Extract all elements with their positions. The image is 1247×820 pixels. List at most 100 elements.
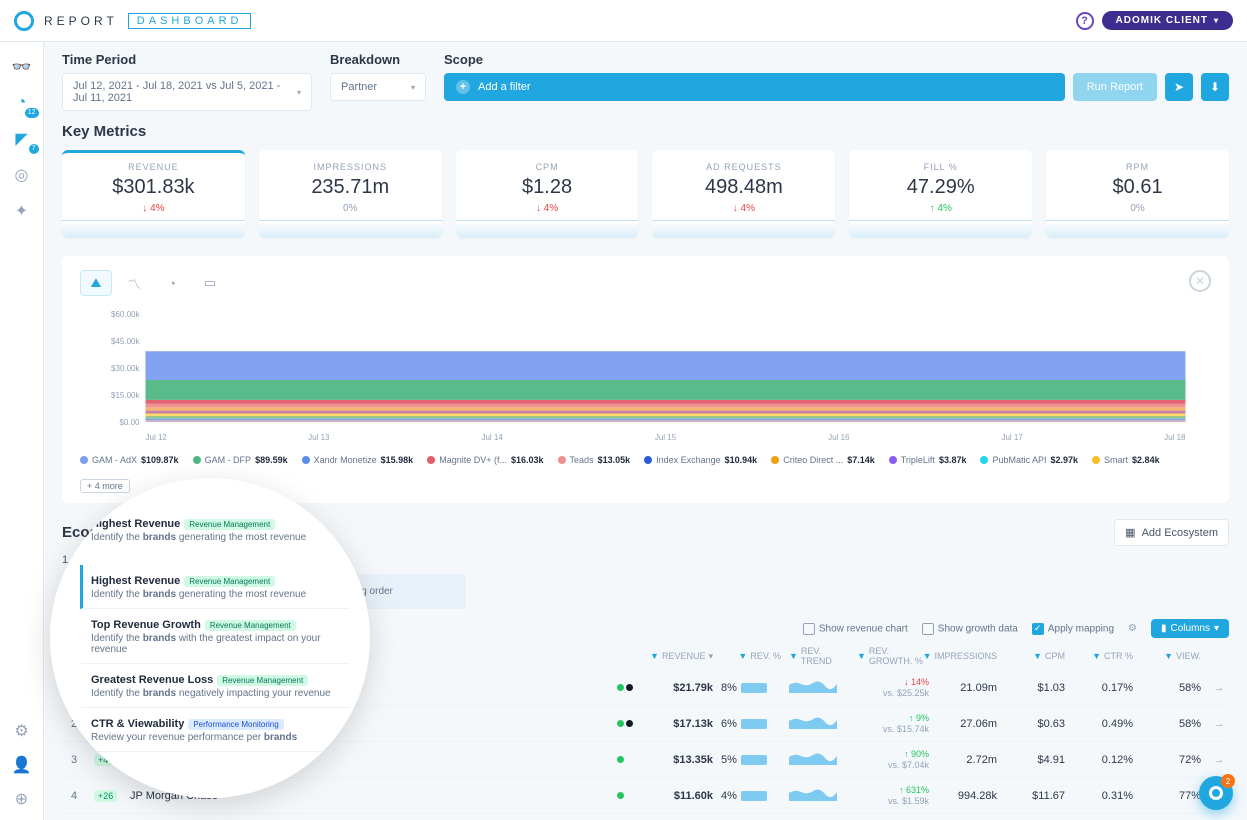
- client-dropdown[interactable]: ADOMIK CLIENT: [1102, 11, 1233, 30]
- template-option[interactable]: Greatest Revenue LossRevenue Management …: [80, 664, 350, 708]
- columns-button[interactable]: ▮ Columns ▾: [1151, 619, 1229, 638]
- left-nav: 👓 ◔12 ◤7 ◎ ✦ ⚙ 👤 ⊕: [0, 42, 44, 820]
- breakdown-label: Breakdown: [330, 52, 426, 67]
- legend-item[interactable]: Criteo Direct ... $7.14k: [771, 455, 875, 465]
- column-header[interactable]: ▼VIEW.: [1141, 646, 1201, 666]
- metric-value: $0.61: [1054, 176, 1221, 199]
- metric-delta: 0%: [267, 203, 434, 214]
- help-icon[interactable]: ?: [1076, 12, 1094, 30]
- show-revenue-chart-toggle[interactable]: Show revenue chart: [803, 623, 908, 635]
- run-report-button[interactable]: Run Report: [1073, 73, 1157, 101]
- svg-text:Jul 13: Jul 13: [308, 433, 330, 442]
- column-header[interactable]: ▼REV. TREND: [789, 646, 849, 666]
- brand: REPORT DASHBOARD: [14, 11, 251, 31]
- nav-add-icon[interactable]: ⊕: [11, 788, 33, 810]
- show-growth-data-toggle[interactable]: Show growth data: [922, 623, 1018, 635]
- top-right: ? ADOMIK CLIENT: [1076, 11, 1233, 30]
- scope-add-filter[interactable]: + Add a filter: [444, 73, 1065, 101]
- svg-text:$60.00k: $60.00k: [111, 310, 140, 319]
- apply-mapping-toggle[interactable]: Apply mapping: [1032, 623, 1114, 635]
- column-header[interactable]: ▼REV. %: [721, 646, 781, 666]
- metric-card[interactable]: CPM $1.28 ↓ 4%: [456, 150, 639, 238]
- chart-toolbar: ⛰ 〽 ◔ ▭: [80, 270, 1211, 296]
- metric-label: FILL %: [857, 162, 1024, 172]
- metric-value: $301.83k: [70, 176, 237, 199]
- nav-user-icon[interactable]: 👤: [11, 754, 33, 776]
- svg-text:$0.00: $0.00: [119, 418, 140, 427]
- metric-card[interactable]: AD REQUESTS 498.48m ↓ 4%: [652, 150, 835, 238]
- table-row[interactable]: 5 3% ↑ 109% →: [62, 814, 1229, 820]
- metric-value: 47.29%: [857, 176, 1024, 199]
- fab-badge: 2: [1221, 774, 1235, 788]
- legend-item[interactable]: Smart $2.84k: [1092, 455, 1160, 465]
- brand-word: REPORT: [44, 14, 118, 28]
- metric-value: 235.71m: [267, 176, 434, 199]
- brand-logo-icon: [14, 11, 34, 31]
- svg-text:Jul 14: Jul 14: [481, 433, 503, 442]
- metric-delta: ↑ 4%: [857, 203, 1024, 214]
- filter-bar: Time Period Jul 12, 2021 - Jul 18, 2021 …: [62, 52, 1229, 111]
- svg-text:Jul 12: Jul 12: [146, 433, 168, 442]
- metric-label: RPM: [1054, 162, 1221, 172]
- metric-card[interactable]: RPM $0.61 0%: [1046, 150, 1229, 238]
- metric-card[interactable]: REVENUE $301.83k ↓ 4%: [62, 150, 245, 238]
- breakdown-dropdown[interactable]: Partner: [330, 73, 426, 101]
- table-settings-icon[interactable]: ⚙: [1128, 623, 1137, 634]
- chart-line-icon[interactable]: 〽: [118, 270, 150, 296]
- template-option[interactable]: Highest RevenueRevenue Management Identi…: [80, 508, 350, 557]
- add-ecosystem-button[interactable]: ▦ Add Ecosystem: [1114, 519, 1229, 546]
- svg-text:Jul 18: Jul 18: [1164, 433, 1186, 442]
- time-period-dropdown[interactable]: Jul 12, 2021 - Jul 18, 2021 vs Jul 5, 20…: [62, 73, 312, 111]
- legend-item[interactable]: Teads $13.05k: [558, 455, 631, 465]
- chart-panel: ⛰ 〽 ◔ ▭ ✕ $60.00k$45.00k$30.00k$15.00k$0…: [62, 256, 1229, 503]
- legend-item[interactable]: Magnite DV+ (f... $16.03k: [427, 455, 543, 465]
- column-header[interactable]: ▼CTR %: [1073, 646, 1133, 666]
- legend-item[interactable]: PubMatic API $2.97k: [980, 455, 1078, 465]
- metric-delta: ↓ 4%: [660, 203, 827, 214]
- legend-item[interactable]: Xandr Monetize $15.98k: [302, 455, 414, 465]
- send-button[interactable]: ➤: [1165, 73, 1193, 101]
- template-dropdown-popover[interactable]: Highest RevenueRevenue Management Identi…: [50, 478, 370, 798]
- column-header[interactable]: ▼REVENUE ▾: [651, 646, 713, 666]
- area-chart: $60.00k$45.00k$30.00k$15.00k$0.00Jul 12J…: [80, 306, 1211, 446]
- scope-label: Scope: [444, 52, 1229, 67]
- plus-icon: +: [456, 80, 470, 94]
- nav-glasses-icon[interactable]: 👓: [11, 56, 33, 78]
- metric-card[interactable]: FILL % 47.29% ↑ 4%: [849, 150, 1032, 238]
- column-header[interactable]: ▼CPM: [1005, 646, 1065, 666]
- brand-badge: DASHBOARD: [128, 13, 252, 29]
- svg-text:$45.00k: $45.00k: [111, 337, 140, 346]
- metric-delta: ↓ 4%: [464, 203, 631, 214]
- metric-delta: 0%: [1054, 203, 1221, 214]
- metric-value: 498.48m: [660, 176, 827, 199]
- key-metrics-title: Key Metrics: [62, 123, 1229, 140]
- legend-item[interactable]: TripleLift $3.87k: [889, 455, 967, 465]
- nav-globe-icon[interactable]: ◔12: [11, 92, 33, 114]
- nav-settings-icon[interactable]: ⚙: [11, 720, 33, 742]
- nav-puzzle-icon[interactable]: ✦: [11, 200, 33, 222]
- chart-screen-icon[interactable]: ▭: [194, 270, 226, 296]
- nav-target-icon[interactable]: ◎: [11, 164, 33, 186]
- svg-text:Jul 15: Jul 15: [655, 433, 677, 442]
- download-button[interactable]: ⬇: [1201, 73, 1229, 101]
- close-chart-icon[interactable]: ✕: [1189, 270, 1211, 292]
- template-option[interactable]: Top Revenue GrowthRevenue Management Ide…: [80, 609, 350, 664]
- legend-more[interactable]: + 4 more: [80, 479, 130, 493]
- metric-label: AD REQUESTS: [660, 162, 827, 172]
- legend-item[interactable]: Index Exchange $10.94k: [644, 455, 757, 465]
- column-header[interactable]: ▼REV. GROWTH. %: [857, 646, 929, 666]
- metric-card[interactable]: IMPRESSIONS 235.71m 0%: [259, 150, 442, 238]
- chart-pie-icon[interactable]: ◔: [156, 270, 188, 296]
- legend-item[interactable]: GAM - AdX $109.87k: [80, 455, 179, 465]
- nav-tag-icon[interactable]: ◤7: [11, 128, 33, 150]
- svg-text:$15.00k: $15.00k: [111, 391, 140, 400]
- template-option[interactable]: CTR & ViewabilityPerformance Monitoring …: [80, 708, 350, 752]
- column-header[interactable]: ▼IMPRESSIONS: [937, 646, 997, 666]
- legend-item[interactable]: GAM - DFP $89.59k: [193, 455, 288, 465]
- template-option[interactable]: Highest RevenueRevenue Management Identi…: [80, 565, 350, 609]
- metrics-row: REVENUE $301.83k ↓ 4% IMPRESSIONS 235.71…: [62, 150, 1229, 238]
- metric-delta: ↓ 4%: [70, 203, 237, 214]
- chat-fab[interactable]: 2: [1199, 776, 1233, 810]
- metric-label: REVENUE: [70, 162, 237, 172]
- chart-area-icon[interactable]: ⛰: [80, 270, 112, 296]
